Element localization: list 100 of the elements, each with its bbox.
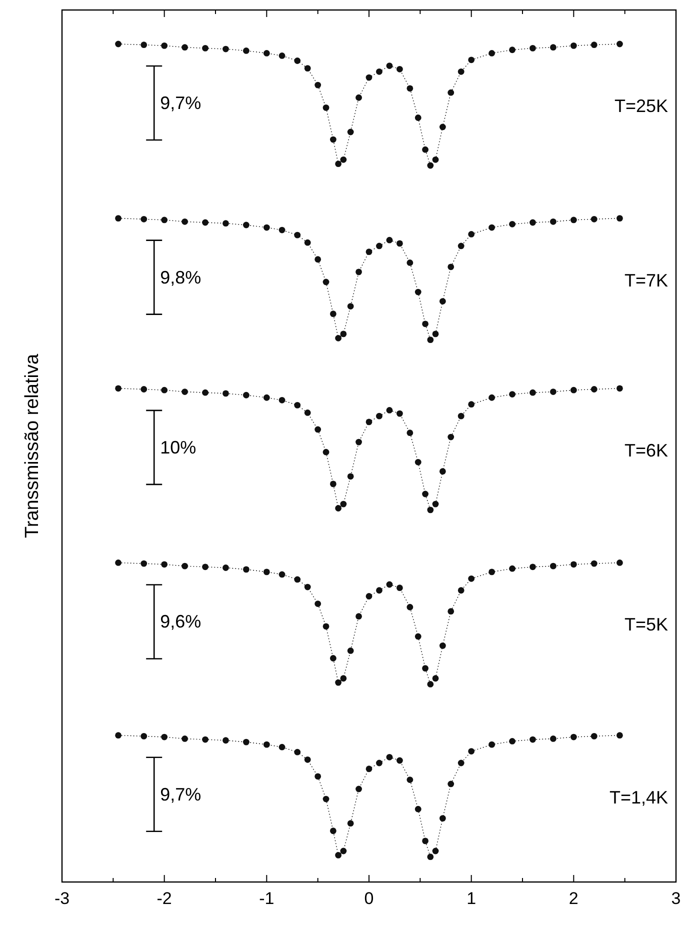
text: T=6K bbox=[624, 440, 668, 460]
point bbox=[488, 394, 495, 401]
point bbox=[590, 386, 598, 392]
point bbox=[202, 564, 208, 570]
point bbox=[468, 56, 475, 64]
point bbox=[396, 584, 403, 592]
point bbox=[509, 220, 516, 228]
point bbox=[550, 562, 556, 570]
point bbox=[427, 162, 434, 169]
point bbox=[202, 389, 208, 396]
point bbox=[263, 224, 270, 231]
point bbox=[335, 334, 342, 342]
point bbox=[406, 604, 414, 610]
point bbox=[509, 46, 516, 54]
point bbox=[294, 232, 301, 238]
point bbox=[304, 239, 311, 246]
point bbox=[530, 389, 536, 396]
x-tick-label: 1 bbox=[466, 889, 476, 908]
point bbox=[509, 391, 516, 398]
point bbox=[322, 448, 330, 456]
point bbox=[356, 268, 362, 276]
point bbox=[140, 42, 148, 48]
point bbox=[386, 236, 393, 244]
point bbox=[414, 114, 422, 121]
point bbox=[550, 388, 556, 395]
point bbox=[590, 560, 598, 567]
point bbox=[335, 679, 342, 686]
point bbox=[202, 219, 208, 226]
point bbox=[330, 480, 336, 488]
point bbox=[432, 330, 439, 338]
point bbox=[427, 681, 434, 688]
point bbox=[182, 736, 188, 742]
text: T=7K bbox=[624, 270, 668, 290]
point bbox=[322, 623, 330, 630]
point bbox=[432, 848, 439, 854]
point bbox=[161, 386, 168, 394]
point bbox=[140, 386, 148, 392]
point bbox=[616, 560, 623, 566]
point bbox=[322, 104, 330, 111]
point bbox=[140, 216, 148, 222]
point bbox=[340, 848, 347, 854]
x-tick-label: -3 bbox=[54, 889, 70, 908]
point bbox=[243, 566, 250, 573]
point bbox=[468, 748, 475, 754]
point bbox=[570, 561, 577, 568]
point bbox=[340, 500, 347, 508]
annotation: 9,7% bbox=[160, 93, 202, 113]
point bbox=[488, 50, 495, 56]
point bbox=[530, 564, 536, 570]
point bbox=[366, 593, 372, 600]
point bbox=[468, 401, 475, 408]
point bbox=[406, 776, 414, 783]
point bbox=[161, 42, 168, 49]
point bbox=[335, 505, 342, 512]
point bbox=[448, 264, 454, 270]
point bbox=[570, 216, 577, 224]
point bbox=[396, 240, 403, 247]
point bbox=[590, 42, 598, 48]
point bbox=[243, 48, 250, 54]
point bbox=[439, 642, 446, 649]
point bbox=[550, 736, 556, 742]
point bbox=[414, 288, 422, 296]
point bbox=[356, 613, 362, 620]
annotation: 10% bbox=[160, 437, 196, 458]
point bbox=[427, 336, 434, 344]
point bbox=[376, 68, 382, 75]
point bbox=[509, 738, 516, 744]
point bbox=[347, 820, 354, 827]
point bbox=[347, 128, 354, 136]
point bbox=[115, 385, 122, 392]
point bbox=[263, 394, 270, 401]
point bbox=[330, 136, 336, 143]
point bbox=[263, 50, 270, 56]
point bbox=[439, 468, 446, 475]
point bbox=[396, 757, 403, 764]
point bbox=[115, 560, 122, 566]
point bbox=[294, 58, 301, 64]
point bbox=[376, 587, 382, 594]
text: T=5K bbox=[624, 614, 668, 635]
point bbox=[414, 806, 422, 812]
point bbox=[322, 796, 330, 802]
point bbox=[202, 736, 208, 743]
point bbox=[182, 562, 188, 570]
point bbox=[347, 303, 354, 310]
point bbox=[448, 780, 454, 788]
point bbox=[414, 458, 422, 466]
point bbox=[322, 278, 330, 286]
point bbox=[468, 231, 475, 238]
point bbox=[427, 506, 434, 514]
point bbox=[330, 828, 336, 834]
point bbox=[222, 46, 229, 52]
x-tick-label: 2 bbox=[568, 889, 578, 908]
point bbox=[278, 744, 286, 750]
point bbox=[263, 741, 270, 748]
point bbox=[406, 430, 414, 436]
point bbox=[243, 222, 250, 228]
point bbox=[140, 732, 148, 740]
point bbox=[386, 62, 393, 69]
point bbox=[432, 156, 439, 163]
point bbox=[330, 310, 336, 318]
